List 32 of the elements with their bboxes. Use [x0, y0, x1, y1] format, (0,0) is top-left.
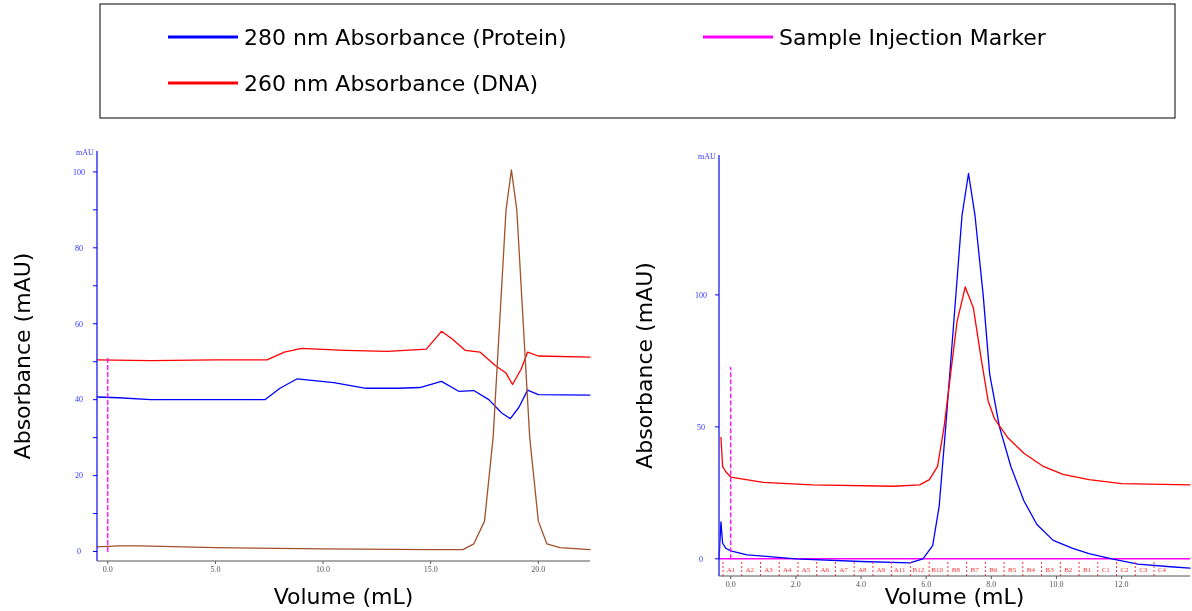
y-tick-label: 40 [75, 395, 83, 405]
legend-label: 260 nm Absorbance (DNA) [244, 70, 538, 96]
y-axis-title: Absorbance (mAU) [632, 262, 657, 469]
y-tick-label: 0 [77, 547, 81, 557]
y-tick-label: 60 [75, 319, 83, 329]
text: mAU [698, 152, 717, 161]
y-tick-label: 100 [73, 167, 85, 177]
x-axis-title: Volume (mL) [273, 584, 414, 609]
text: mAU [76, 148, 95, 157]
x-tick-label: 0.0 [725, 580, 736, 589]
x-tick-label: 20.0 [531, 565, 546, 574]
y-tick-label: 0 [699, 554, 703, 564]
y-tick-label: 20 [75, 471, 83, 481]
y-tick-label: 100 [695, 290, 707, 300]
x-tick-label: 4.0 [856, 580, 867, 589]
x-tick-label: 0.0 [102, 565, 113, 574]
x-tick-label: 5.0 [210, 565, 221, 574]
line-series [96, 330, 591, 386]
x-tick-label: 2.0 [790, 580, 801, 589]
y-axis-title: Absorbance (mAU) [10, 252, 35, 460]
x-tick-label: 6.0 [921, 580, 932, 589]
x-tick-label: 15.0 [423, 565, 438, 574]
line-series [720, 286, 1191, 487]
legend-label: 280 nm Absorbance (Protein) [244, 24, 567, 50]
y-tick-label: 80 [75, 243, 83, 253]
y-tick-label: 50 [697, 422, 705, 432]
line-series [96, 169, 591, 551]
x-tick-label: 12.0 [1114, 580, 1129, 589]
x-tick-label: 8.0 [986, 580, 997, 589]
x-tick-label: 10.0 [1049, 580, 1064, 589]
x-tick-label: 10.0 [316, 565, 331, 574]
legend-label: Sample Injection Marker [779, 24, 1047, 50]
